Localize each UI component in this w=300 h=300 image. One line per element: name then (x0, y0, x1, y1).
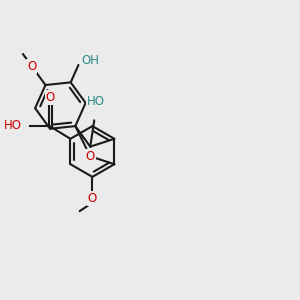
Text: OH: OH (82, 54, 100, 67)
Text: O: O (85, 150, 95, 163)
Text: O: O (27, 60, 37, 73)
Text: HO: HO (4, 119, 22, 132)
Text: O: O (88, 192, 97, 205)
Text: O: O (46, 91, 55, 104)
Text: HO: HO (87, 95, 105, 109)
